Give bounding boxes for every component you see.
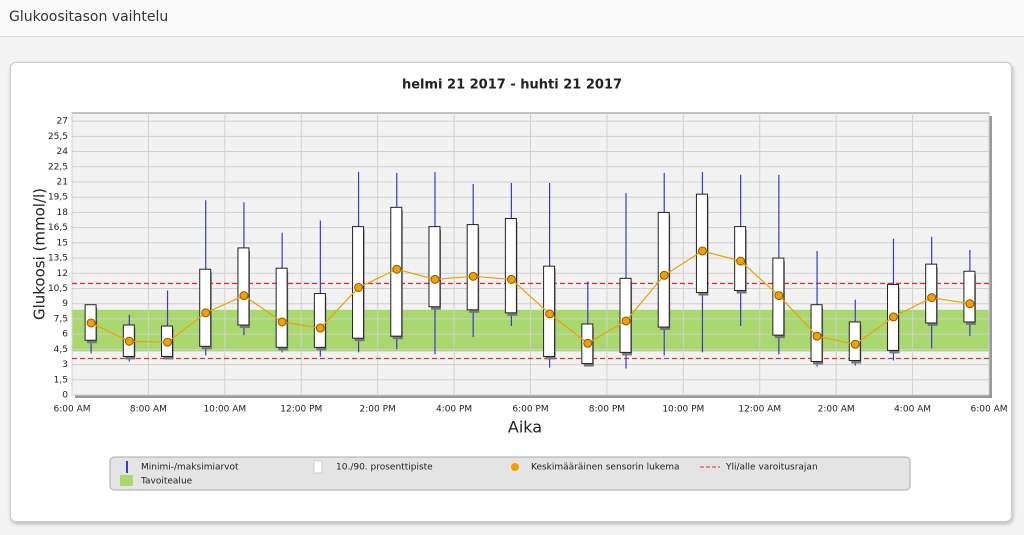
percentile-box xyxy=(657,211,670,328)
percentile-box xyxy=(237,247,250,326)
y-tick-label: 21 xyxy=(57,177,68,187)
x-tick-label: 6:00 PM xyxy=(512,405,548,415)
mean-point xyxy=(850,339,860,349)
mean-point xyxy=(736,256,746,266)
y-tick-label: 0 xyxy=(62,391,68,401)
mean-point xyxy=(659,270,669,280)
y-tick-label: 1,5 xyxy=(54,375,68,385)
mean-point xyxy=(545,309,555,319)
chart-title: helmi 21 2017 - huhti 21 2017 xyxy=(402,78,622,93)
y-tick-label: 9 xyxy=(62,299,68,309)
header-title: Glukoositason vaihtelu xyxy=(9,9,169,25)
header: Glukoositason vaihtelu xyxy=(0,0,1024,37)
percentile-box xyxy=(695,193,708,294)
mean-point xyxy=(277,317,287,327)
y-tick-label: 3 xyxy=(62,360,68,370)
mean-point xyxy=(697,246,707,256)
y-tick-label: 7,5 xyxy=(54,314,68,324)
mean-point xyxy=(239,291,249,301)
legend-label: 10./90. prosenttipiste xyxy=(336,463,433,473)
y-tick-label: 13,5 xyxy=(48,254,68,264)
legend-swatch xyxy=(511,463,519,471)
x-tick-label: 4:00 AM xyxy=(894,405,931,415)
x-tick-label: 8:00 AM xyxy=(130,405,167,415)
legend-swatch xyxy=(313,460,323,474)
legend-swatch xyxy=(120,475,133,486)
x-tick-label: 10:00 PM xyxy=(662,405,704,415)
mean-point xyxy=(812,331,822,341)
percentile-box xyxy=(275,267,288,348)
mean-point xyxy=(506,274,516,284)
mean-point xyxy=(430,274,440,284)
mean-point xyxy=(888,312,898,322)
legend-label: Keskimääräinen sensorin lukema xyxy=(531,463,680,473)
mean-point xyxy=(124,336,134,346)
y-tick-label: 19,5 xyxy=(48,193,68,203)
mean-point xyxy=(163,337,173,347)
x-tick-label: 10:00 AM xyxy=(203,405,246,415)
x-tick-label: 12:00 PM xyxy=(280,405,322,415)
legend-label: Yli/alle varoitusrajan xyxy=(725,463,818,473)
percentile-box xyxy=(199,268,212,347)
percentile-box xyxy=(466,224,479,311)
mean-point xyxy=(965,299,975,309)
mean-point xyxy=(927,293,937,303)
mean-point xyxy=(201,308,211,318)
x-tick-label: 2:00 PM xyxy=(360,405,396,415)
x-axis-label: Aika xyxy=(508,418,542,437)
percentile-box xyxy=(963,270,976,323)
mean-line xyxy=(90,250,970,345)
x-tick-label: 6:00 AM xyxy=(971,405,1008,415)
y-tick-label: 16,5 xyxy=(48,223,68,233)
x-tick-label: 12:00 AM xyxy=(738,405,781,415)
mean-point xyxy=(86,318,96,328)
legend-box xyxy=(109,456,911,491)
x-tick-label: 4:00 PM xyxy=(436,405,472,415)
legend-label: Minimi-/maksimiarvot xyxy=(141,463,239,473)
mean-point xyxy=(583,338,593,348)
x-tick-label: 8:00 PM xyxy=(589,405,625,415)
y-tick-label: 22,5 xyxy=(48,162,68,172)
percentile-box xyxy=(619,277,632,353)
y-axis-label: Glukoosi (mmol/l) xyxy=(31,188,49,320)
percentile-box xyxy=(313,293,326,348)
mean-point xyxy=(621,316,631,326)
y-tick-label: 6 xyxy=(62,330,68,340)
mean-point xyxy=(354,282,364,292)
y-tick-label: 4,5 xyxy=(54,345,68,355)
y-tick-label: 27 xyxy=(57,117,68,127)
percentile-box xyxy=(504,217,517,314)
y-tick-label: 24 xyxy=(57,147,69,157)
y-tick-label: 15 xyxy=(57,238,68,248)
mean-point xyxy=(392,264,402,274)
y-tick-label: 10,5 xyxy=(48,284,68,294)
x-tick-label: 6:00 AM xyxy=(54,405,91,415)
y-tick-label: 18 xyxy=(57,208,69,218)
mean-point xyxy=(774,291,784,301)
y-tick-label: 25,5 xyxy=(48,132,68,142)
percentile-box xyxy=(428,226,441,308)
legend-label: Tavoitealue xyxy=(140,477,193,487)
y-tick-label: 12 xyxy=(57,269,68,279)
mean-point xyxy=(315,323,325,333)
x-tick-label: 2:00 AM xyxy=(818,405,855,415)
percentile-box xyxy=(352,226,365,339)
mean-point xyxy=(468,271,478,281)
